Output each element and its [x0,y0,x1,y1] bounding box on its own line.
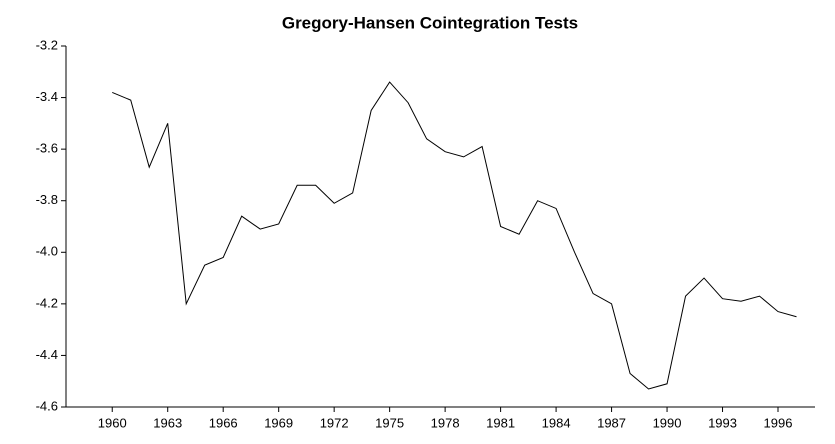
y-tick-label: -4.4 [36,347,58,362]
x-tick-label: 1969 [264,415,293,430]
y-tick-label: -3.8 [36,192,58,207]
x-tick-label: 1972 [320,415,349,430]
chart-title: Gregory-Hansen Cointegration Tests [282,13,578,32]
x-tick-label: 1993 [708,415,737,430]
y-tick-label: -4.2 [36,295,58,310]
x-tick-label: 1960 [98,415,127,430]
x-tick-label: 1996 [764,415,793,430]
data-line [112,81,797,390]
x-tick-label: 1975 [375,415,404,430]
y-tick-label: -3.4 [36,89,58,104]
y-tick-label: -4.6 [36,398,58,413]
x-tick-label: 1966 [209,415,238,430]
x-tick-label: 1990 [653,415,682,430]
y-tick-label: -3.6 [36,141,58,156]
y-tick-label: -4.0 [36,244,58,259]
x-tick-label: 1987 [597,415,626,430]
y-tick-label: -3.2 [36,37,58,52]
x-tick-label: 1978 [431,415,460,430]
x-tick-label: 1984 [542,415,571,430]
x-tick-label: 1981 [486,415,515,430]
x-tick-label: 1963 [153,415,182,430]
